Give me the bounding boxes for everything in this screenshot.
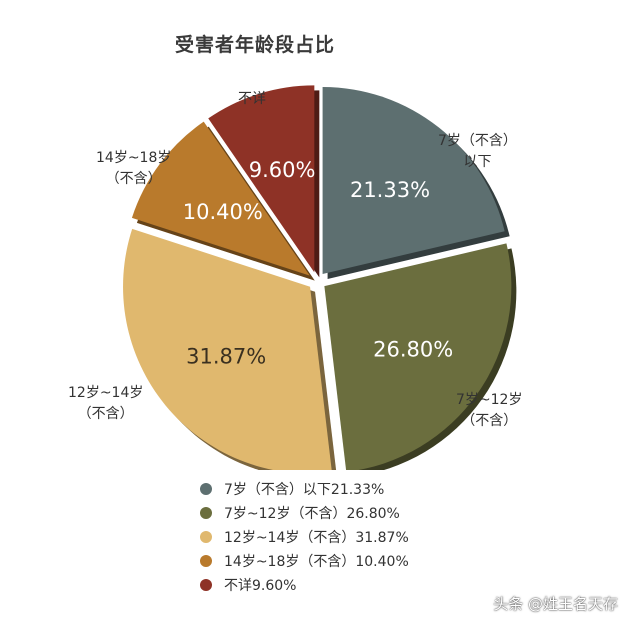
legend-item-under-7: 7岁（不含）以下21.33% <box>200 477 409 501</box>
legend-label: 14岁~18岁（不含）10.40% <box>224 554 409 570</box>
legend-swatch <box>200 555 212 567</box>
legend-label: 7岁（不含）以下21.33% <box>224 482 385 498</box>
outer-label-14-18: 14岁~18岁 （不含） <box>96 150 172 187</box>
slice-12-14 <box>123 228 332 470</box>
slice-under-7 <box>322 86 505 274</box>
legend-swatch <box>200 579 212 591</box>
value-label-unknown: 9.60% <box>249 158 316 182</box>
slice-7-12 <box>324 243 512 470</box>
legend-swatch <box>200 507 212 519</box>
legend-item-unknown: 不详9.60% <box>200 573 409 597</box>
legend-swatch <box>200 531 212 543</box>
legend-item-14-18: 14岁~18岁（不含）10.40% <box>200 549 409 573</box>
watermark: 头条 @姓王名天存 <box>493 595 618 613</box>
slice-unknown <box>208 85 315 273</box>
outer-label-unknown: 不详 <box>238 91 266 107</box>
value-label-under-7: 21.33% <box>350 178 430 202</box>
value-label-14-18: 10.40% <box>183 200 263 224</box>
legend-label: 不详9.60% <box>224 578 297 594</box>
value-label-12-14: 31.87% <box>186 345 266 369</box>
outer-label-12-14: 12岁~14岁 （不含） <box>68 385 144 422</box>
outer-label-7-12: 7岁~12岁 （不含） <box>456 392 523 429</box>
value-label-7-12: 26.80% <box>373 337 453 361</box>
legend-swatch <box>200 483 212 495</box>
legend: 7岁（不含）以下21.33% 7岁~12岁（不含）26.80% 12岁~14岁（… <box>200 477 409 597</box>
slice-14-18 <box>131 121 310 276</box>
legend-label: 7岁~12岁（不含）26.80% <box>224 506 400 522</box>
pie-chart: 21.33% 26.80% 31.87% 10.40% 9.60% <box>123 85 517 470</box>
chart-title: 受害者年龄段占比 <box>175 34 336 56</box>
outer-label-under-7: 7岁（不含） 以下 <box>438 133 517 170</box>
legend-item-12-14: 12岁~14岁（不含）31.87% <box>200 525 409 549</box>
legend-label: 12岁~14岁（不含）31.87% <box>224 530 409 546</box>
legend-item-7-12: 7岁~12岁（不含）26.80% <box>200 501 409 525</box>
